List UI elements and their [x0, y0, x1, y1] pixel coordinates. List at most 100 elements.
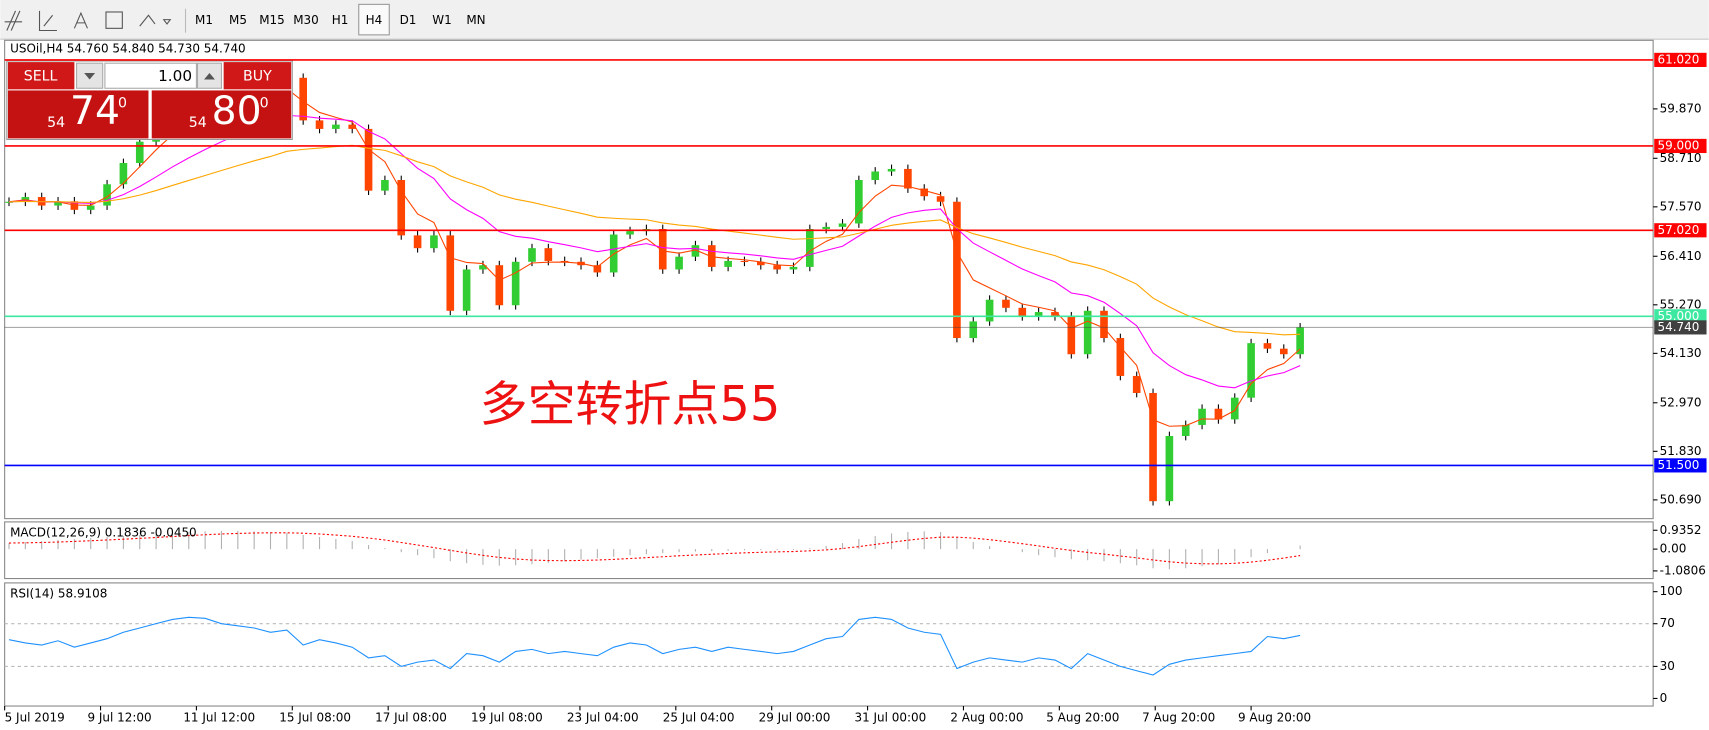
x-tick-label: 23 Jul 04:00 [567, 711, 639, 725]
candle-body [1116, 338, 1125, 376]
rsi-panel [4, 582, 1654, 707]
candle-body [560, 260, 569, 263]
plot-layer [4, 73, 1654, 676]
candle-body [658, 228, 667, 270]
rsi-tick-label: 100 [1660, 584, 1683, 598]
sell-price-big: 54 [47, 115, 65, 131]
x-tick-label: 2 Aug 00:00 [950, 711, 1023, 725]
macd-tick-label: -1.0806 [1660, 563, 1706, 577]
price-level-tag [1654, 138, 1707, 154]
x-tick-label: 19 Jul 08:00 [471, 711, 543, 725]
candle-body [299, 77, 307, 121]
candle-body [773, 265, 781, 270]
timeframe-button[interactable]: M30 [293, 13, 319, 27]
candle-body [1002, 299, 1010, 308]
trade-panel: SELL 1.00 BUY 54 74 0 54 80 0 [6, 60, 293, 141]
buy-price-sup: 0 [260, 96, 269, 112]
sell-price-box[interactable] [7, 90, 149, 139]
candle-body [936, 196, 945, 202]
icon-grid[interactable] [4, 10, 23, 31]
x-tick-label: 9 Aug 20:00 [1238, 711, 1311, 725]
timeframe-button[interactable]: W1 [432, 13, 451, 27]
icon-label[interactable] [105, 11, 123, 29]
x-tick-label: 7 Aug 20:00 [1142, 711, 1215, 725]
timeframe-button[interactable]: M5 [229, 13, 247, 27]
sell-label[interactable]: SELL [24, 68, 58, 84]
candle-body [1214, 408, 1223, 420]
candle-body [1279, 348, 1288, 355]
price-level-label: 59.000 [1658, 138, 1700, 152]
y-tick-label: 52.970 [1660, 395, 1702, 409]
candle-body [135, 141, 144, 163]
price-level-label: 57.020 [1658, 223, 1700, 237]
lot-input[interactable] [104, 62, 197, 89]
x-tick-label: 9 Jul 12:00 [87, 711, 151, 725]
timeframe-button[interactable]: M15 [259, 13, 285, 27]
candle-body [381, 180, 389, 191]
candle-body [1083, 310, 1092, 355]
candle-body [544, 248, 553, 261]
arrow-down [84, 73, 96, 80]
rsi-tick-label: 30 [1660, 659, 1675, 673]
sell-price-main: 74 [70, 89, 120, 134]
timeframe-button[interactable]: MN [466, 13, 485, 27]
candle-body [920, 188, 929, 197]
price-level-label: 54.740 [1658, 320, 1700, 334]
rsi-tick-label: 0 [1660, 691, 1668, 705]
candle-body [1230, 397, 1239, 420]
candle-body [1149, 392, 1157, 502]
x-tick-label: 15 Jul 08:00 [279, 711, 351, 725]
price-level-tag [1654, 320, 1707, 335]
price-level-tag [1654, 309, 1707, 324]
icon-arrows[interactable] [139, 14, 172, 27]
candle-body [1263, 343, 1272, 349]
y-tick-label: 56.410 [1660, 249, 1702, 263]
rsi-tick-label: 70 [1660, 616, 1675, 630]
timeframe-button[interactable]: D1 [400, 13, 417, 27]
buy-label[interactable]: BUY [243, 68, 272, 84]
timeframe-button[interactable]: H1 [332, 13, 349, 27]
candle-body [626, 231, 634, 235]
icon-text[interactable] [73, 11, 88, 29]
price-level-label: 61.020 [1658, 52, 1700, 66]
lot-value[interactable]: 1.00 [158, 67, 192, 85]
buy-price-box[interactable] [151, 90, 292, 139]
symbol-info: USOil,H4 54.760 54.840 54.730 54.740 [10, 42, 246, 56]
candle-body [1132, 375, 1141, 393]
x-tick-label: 29 Jul 00:00 [759, 711, 831, 725]
y-tick-label: 57.570 [1660, 199, 1702, 213]
timeframe-button[interactable]: H4 [366, 13, 383, 27]
candle-body [446, 235, 455, 311]
y-tick-label: 58.710 [1660, 151, 1702, 165]
sell-button[interactable] [7, 62, 75, 90]
candle-body [528, 248, 536, 262]
price-level-label: 55.000 [1658, 309, 1700, 323]
moving-average [8, 114, 1301, 389]
candle-body [119, 162, 128, 185]
macd-tick-label: 0.9352 [1660, 523, 1702, 537]
rsi-line [8, 616, 1301, 676]
candle-body [985, 299, 994, 322]
timeframe-button[interactable]: M1 [195, 13, 213, 27]
price-level-tag [1654, 223, 1707, 238]
candle-body [675, 256, 683, 270]
active-timeframe[interactable] [358, 3, 390, 36]
toolbar-icons [4, 8, 187, 33]
buy-price-main: 80 [212, 89, 262, 134]
candle-body [691, 245, 700, 257]
sell-price-sup: 0 [118, 96, 127, 112]
candle-body [756, 261, 765, 266]
x-tick-label: 11 Jul 12:00 [183, 711, 255, 725]
macd-tick-label: 0.00 [1660, 542, 1687, 556]
y-tick-label: 59.870 [1660, 101, 1702, 115]
macd-label: MACD(12,26,9) 0.1836 -0.0450 [10, 525, 197, 539]
moving-average [8, 144, 1301, 336]
candle-body [1181, 424, 1190, 436]
candle-body [54, 201, 62, 206]
buy-button[interactable] [223, 62, 292, 90]
macd-panel [4, 521, 1654, 580]
candle-body [822, 226, 830, 229]
icon-lines[interactable] [38, 10, 57, 32]
